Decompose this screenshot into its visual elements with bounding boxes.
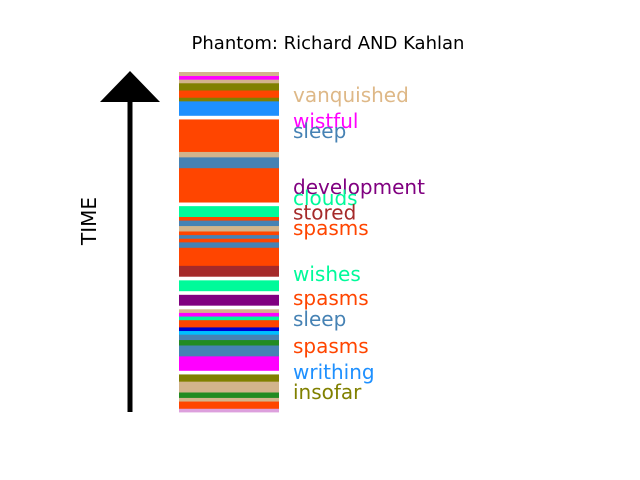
chart-title: Phantom: Richard AND Kahlan	[192, 33, 465, 54]
timeline-band-23	[179, 247, 279, 266]
timeline-band-25	[179, 238, 279, 243]
word-label-3: development	[293, 175, 425, 199]
timeline-band-13	[179, 319, 279, 328]
timeline-band-2	[179, 397, 279, 402]
timeline-band-43	[179, 75, 279, 80]
timeline-band-16	[179, 308, 279, 313]
timeline-band-44	[179, 72, 279, 77]
timeline-band-4	[179, 381, 279, 393]
word-label-2: sleep	[293, 119, 346, 143]
timeline-band-26	[179, 234, 279, 239]
word-label-9: sleep	[293, 307, 346, 331]
timeline-band-7	[179, 355, 279, 371]
word-label-6: spasms	[293, 216, 369, 240]
timeline-band-14	[179, 316, 279, 321]
timeline-band-29	[179, 220, 279, 227]
word-label-5: stored	[293, 200, 356, 224]
timeline-band-22	[179, 265, 279, 277]
word-label-10: spasms	[293, 334, 369, 358]
timeline-band-1	[179, 401, 279, 409]
word-label-12: insofar	[293, 380, 362, 404]
timeline-band-32	[179, 202, 279, 207]
timeline-band-41	[179, 82, 279, 91]
timeline-band-21	[179, 276, 279, 281]
timeline-band-37	[179, 115, 279, 120]
timeline-band-39	[179, 97, 279, 102]
word-label-7: wishes	[293, 262, 361, 286]
timeline-band-33	[179, 167, 279, 203]
time-axis-label: TIME	[77, 197, 101, 246]
timeline-band-15	[179, 312, 279, 317]
timeline-band-34	[179, 156, 279, 169]
timeline-band-36	[179, 119, 279, 152]
timeline-band-20	[179, 279, 279, 292]
timeline-band-19	[179, 290, 279, 295]
timeline-strip	[179, 72, 279, 413]
timeline-band-0	[179, 408, 279, 413]
time-arrow-head	[100, 71, 160, 102]
word-labels: vanquishedwistfulsleepdevelopmentcloudss…	[293, 83, 425, 404]
timeline-band-35	[179, 151, 279, 158]
timeline-band-10	[179, 334, 279, 341]
timeline-band-17	[179, 305, 279, 310]
timeline-band-11	[179, 330, 279, 335]
word-label-1: wistful	[293, 109, 358, 133]
word-label-11: writhing	[293, 360, 375, 384]
word-label-4: clouds	[293, 186, 358, 210]
timeline-band-31	[179, 205, 279, 217]
word-label-8: spasms	[293, 286, 369, 310]
timeline-band-30	[179, 216, 279, 221]
timeline-band-6	[179, 370, 279, 375]
timeline-band-5	[179, 374, 279, 382]
timeline-band-8	[179, 345, 279, 357]
timeline-band-12	[179, 327, 279, 332]
timeline-band-18	[179, 294, 279, 306]
timeline-band-28	[179, 225, 279, 232]
time-arrow	[100, 71, 160, 412]
timeline-band-40	[179, 90, 279, 98]
timeline-band-9	[179, 339, 279, 346]
timeline-band-24	[179, 241, 279, 248]
time-arrow-shaft	[127, 100, 133, 412]
timeline-band-3	[179, 392, 279, 398]
timeline-band-27	[179, 231, 279, 236]
word-label-0: vanquished	[293, 83, 409, 107]
timeline-band-38	[179, 100, 279, 116]
timeline-band-42	[179, 79, 279, 84]
